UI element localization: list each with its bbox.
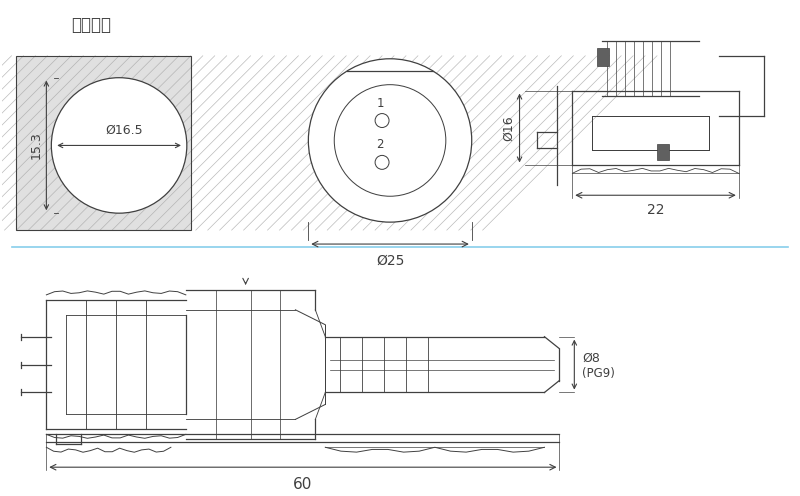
Text: Ø25: Ø25 <box>376 254 404 268</box>
Text: Ø16: Ø16 <box>502 115 515 141</box>
Text: 22: 22 <box>646 203 664 217</box>
Text: Ø8: Ø8 <box>582 352 600 365</box>
Circle shape <box>375 114 389 127</box>
Circle shape <box>308 59 472 222</box>
Text: 2: 2 <box>376 138 384 151</box>
Text: 1: 1 <box>376 97 384 110</box>
Text: Ø16.5: Ø16.5 <box>106 124 143 136</box>
Text: 15.3: 15.3 <box>30 131 42 159</box>
Text: (PG9): (PG9) <box>582 367 615 380</box>
Circle shape <box>334 85 446 196</box>
Bar <box>598 48 609 66</box>
Text: 安装开孔: 安装开孔 <box>71 16 111 34</box>
Bar <box>17 56 191 230</box>
Circle shape <box>375 155 389 169</box>
Bar <box>657 144 669 160</box>
Text: 60: 60 <box>293 477 313 492</box>
Circle shape <box>51 78 187 213</box>
Bar <box>17 56 191 230</box>
